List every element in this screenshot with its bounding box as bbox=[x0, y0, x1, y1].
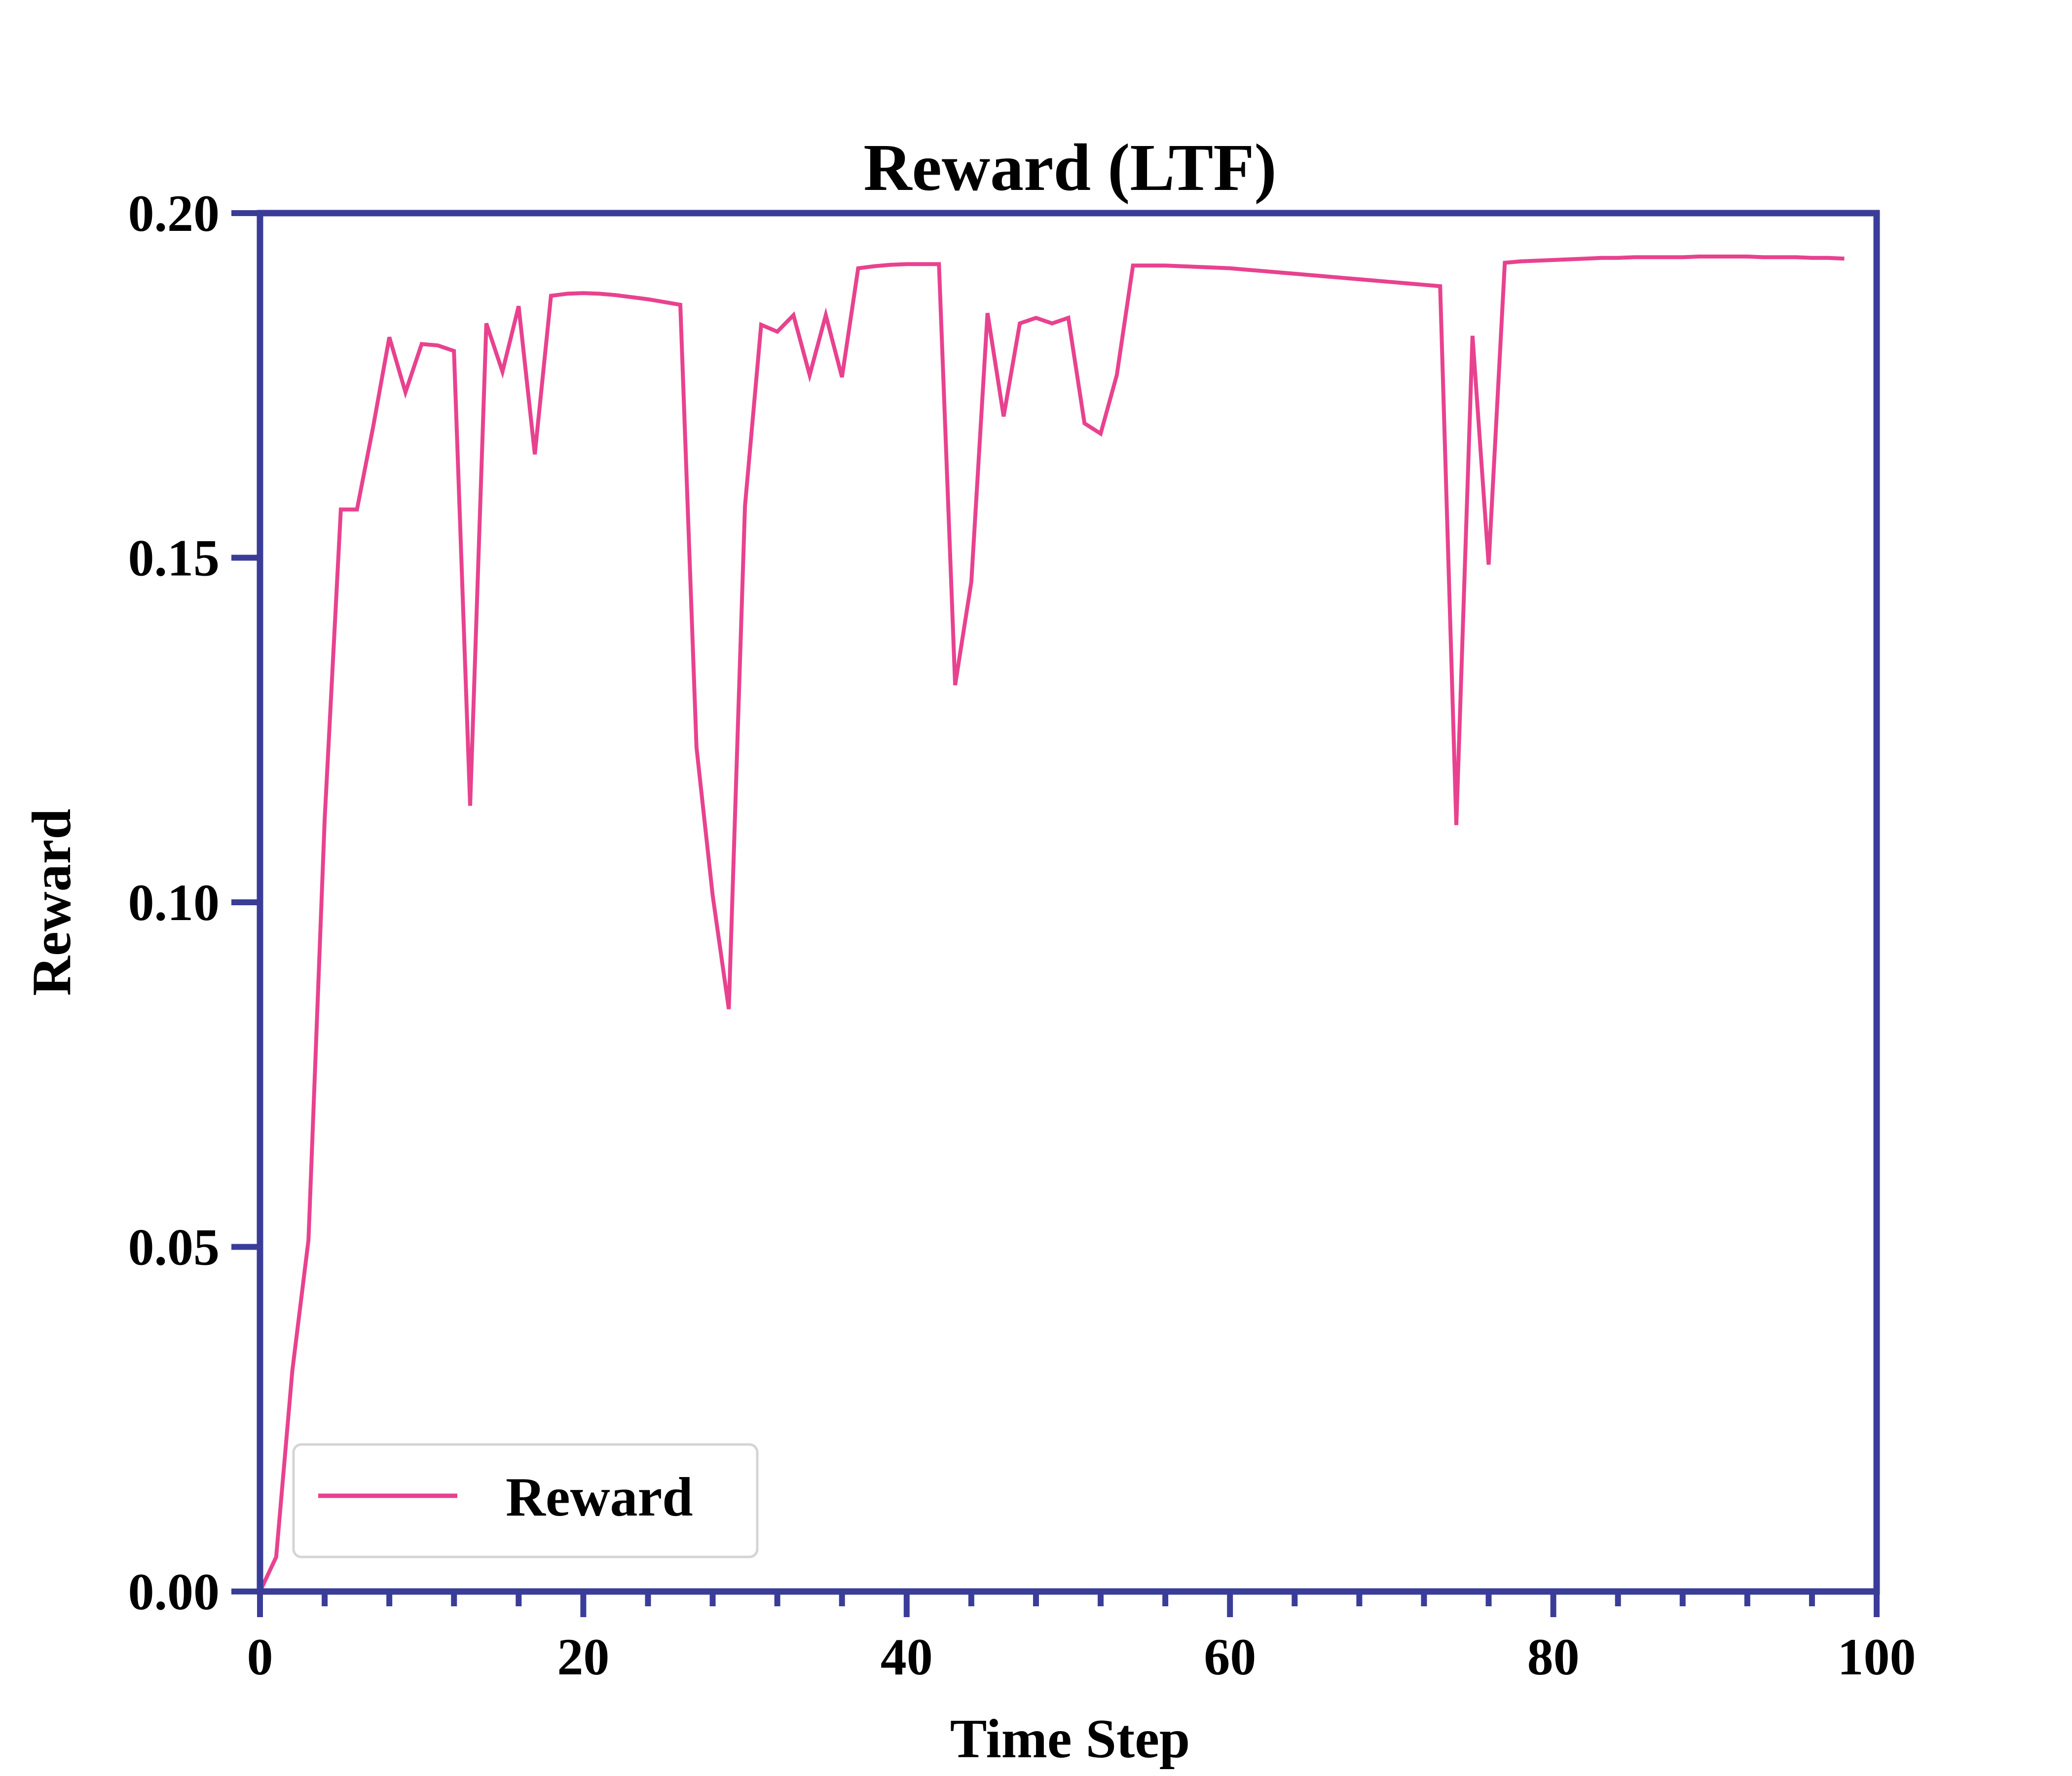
y-tick-label: 0.10 bbox=[128, 874, 220, 931]
legend: Reward bbox=[292, 1443, 759, 1558]
x-tick-label: 20 bbox=[557, 1628, 609, 1686]
x-tick-label: 60 bbox=[1204, 1628, 1256, 1686]
series-layer bbox=[258, 255, 1845, 1592]
y-tick-label: 0.00 bbox=[128, 1563, 220, 1621]
series-line-reward bbox=[258, 255, 1845, 1592]
y-tick-label: 0.15 bbox=[128, 529, 220, 587]
x-tick-label: 100 bbox=[1838, 1628, 1916, 1686]
x-tick-label: 80 bbox=[1527, 1628, 1580, 1686]
x-tick-label: 0 bbox=[247, 1628, 273, 1686]
legend-box bbox=[292, 1443, 759, 1558]
legend-label-reward: Reward bbox=[506, 1467, 693, 1528]
y-axis-label: Reward bbox=[21, 809, 82, 996]
y-axis-ticks: 0.00 0.05 0.10 0.15 0.20 bbox=[128, 185, 260, 1621]
x-tick-label: 40 bbox=[881, 1628, 933, 1686]
y-tick-label: 0.05 bbox=[128, 1219, 220, 1276]
chart-title: Reward (LTF) bbox=[863, 131, 1276, 205]
x-axis-ticks: 0 20 40 60 80 100 bbox=[247, 1591, 1916, 1686]
x-axis-label: Time Step bbox=[950, 1708, 1190, 1770]
y-tick-label: 0.20 bbox=[128, 185, 220, 242]
